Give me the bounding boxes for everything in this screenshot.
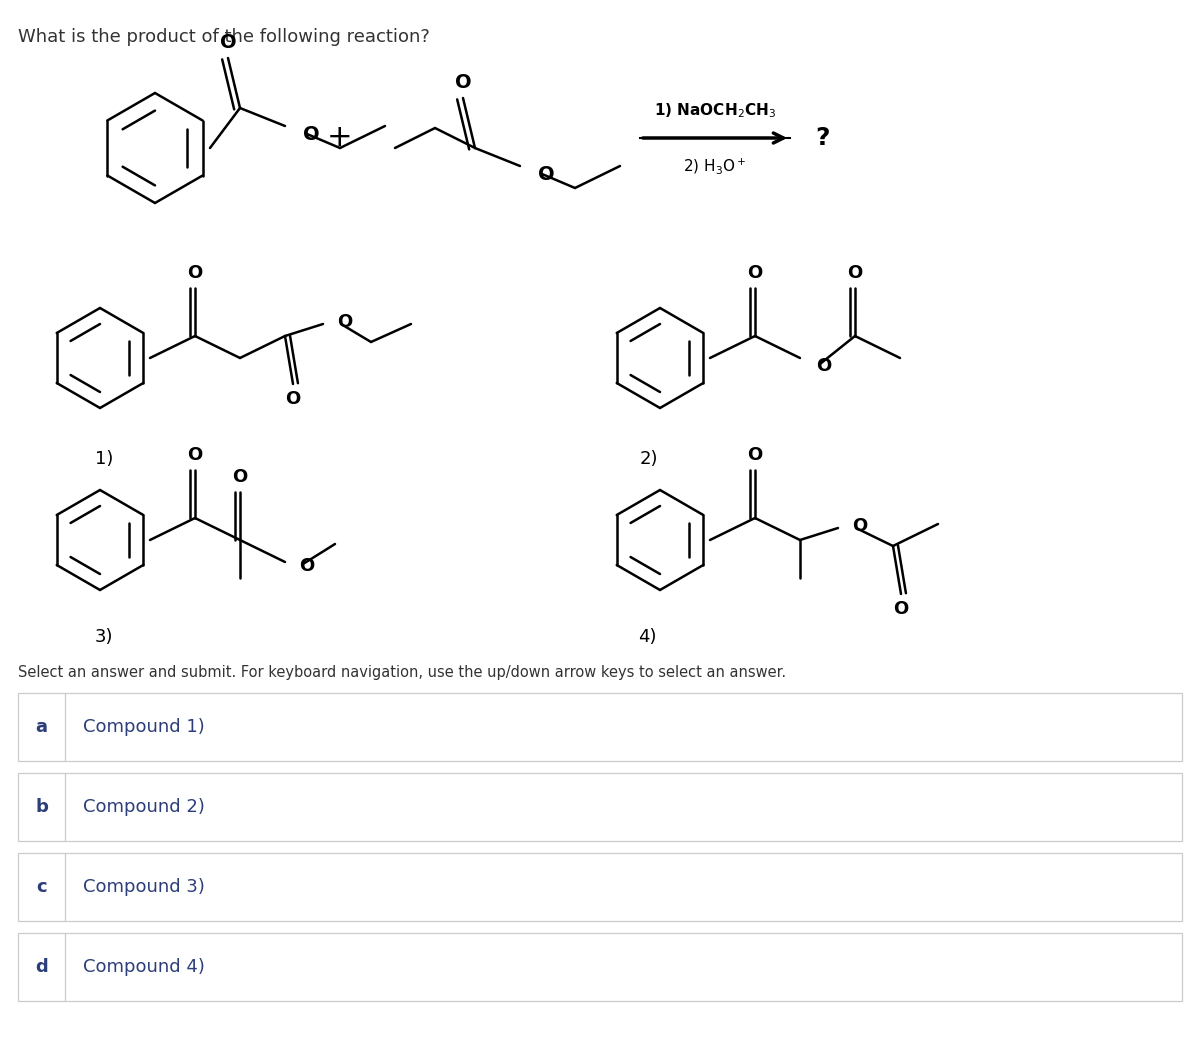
Text: Select an answer and submit. For keyboard navigation, use the up/down arrow keys: Select an answer and submit. For keyboar… (18, 665, 786, 680)
Text: O: O (816, 357, 832, 375)
Text: O: O (220, 32, 236, 52)
Text: ?: ? (815, 126, 829, 151)
FancyBboxPatch shape (18, 853, 1182, 921)
Text: 2): 2) (640, 450, 659, 468)
Text: 1): 1) (95, 450, 113, 468)
Text: O: O (748, 264, 763, 282)
FancyBboxPatch shape (18, 773, 1182, 841)
Text: O: O (852, 517, 868, 535)
FancyBboxPatch shape (18, 693, 1182, 761)
Text: O: O (302, 125, 319, 143)
Text: O: O (187, 264, 203, 282)
Text: Compound 3): Compound 3) (83, 878, 205, 896)
Text: O: O (847, 264, 863, 282)
FancyBboxPatch shape (18, 933, 1182, 1001)
Text: a: a (36, 718, 48, 736)
Text: O: O (748, 446, 763, 464)
Text: O: O (299, 557, 314, 575)
Text: b: b (35, 798, 48, 816)
Text: What is the product of the following reaction?: What is the product of the following rea… (18, 28, 430, 46)
Text: 2) H$_3$O$^+$: 2) H$_3$O$^+$ (683, 156, 746, 175)
Text: O: O (337, 313, 353, 331)
Text: O: O (286, 390, 301, 408)
Text: 1) NaOCH$_2$CH$_3$: 1) NaOCH$_2$CH$_3$ (654, 102, 776, 120)
Text: 3): 3) (95, 628, 114, 646)
Text: O: O (893, 600, 908, 618)
Text: O: O (233, 468, 247, 486)
Text: O: O (455, 73, 472, 91)
Text: +: + (328, 124, 353, 153)
Text: Compound 1): Compound 1) (83, 718, 205, 736)
Text: c: c (36, 878, 47, 896)
Text: Compound 4): Compound 4) (83, 958, 205, 976)
Text: O: O (538, 164, 554, 184)
Text: 4): 4) (638, 628, 656, 646)
Text: Compound 2): Compound 2) (83, 798, 205, 816)
Text: O: O (187, 446, 203, 464)
Text: d: d (35, 958, 48, 976)
